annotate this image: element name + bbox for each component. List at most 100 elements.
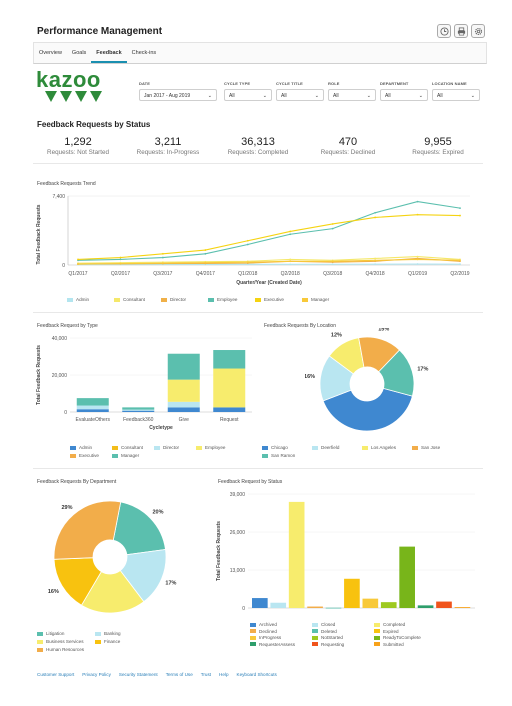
legend-label: Litigation: [46, 631, 65, 636]
data-point-employee: [246, 243, 249, 246]
legend-item-consultant[interactable]: Consultant: [112, 445, 143, 450]
legend-item-litigation[interactable]: Litigation: [37, 631, 64, 636]
stat-caption: Requests: Declined: [320, 149, 376, 156]
footer-link-trust[interactable]: Trust: [200, 672, 212, 677]
slice-chicago: [322, 387, 413, 432]
footer-link-terms-of-use[interactable]: Terms of Use: [165, 672, 193, 677]
footer-link-customer-support[interactable]: Customer Support: [37, 672, 75, 677]
bar-segment-director: [122, 409, 155, 411]
legend-item-executive[interactable]: Executive: [255, 297, 284, 302]
legend-item-san-jose[interactable]: San Jose: [412, 445, 440, 450]
header-actions: [437, 24, 485, 38]
legend-item-consultant[interactable]: Consultant: [114, 297, 145, 302]
tab-feedback[interactable]: Feedback: [91, 43, 127, 63]
legend-label: Director: [163, 445, 180, 450]
filter-label: CYCLE TITLE: [276, 81, 303, 86]
stat-caption: Requests: In-Progress: [136, 149, 200, 156]
legend-label: InProgress: [259, 635, 282, 640]
filter-value: All: [229, 93, 235, 99]
data-point-manager: [459, 259, 461, 262]
legend-item-notstarted[interactable]: NotStarted: [312, 635, 343, 640]
gear-icon[interactable]: [471, 24, 485, 38]
data-point-admin: [331, 263, 334, 266]
legend-item-inprogress[interactable]: InProgress: [250, 635, 281, 640]
chart-title-department: Feedback Requests By Department: [37, 479, 117, 485]
legend-item-archived[interactable]: Archived: [250, 622, 277, 627]
footer-link-security-statement[interactable]: Security Statement: [118, 672, 158, 677]
legend-swatch: [208, 297, 214, 302]
legend-label: Archived: [259, 622, 277, 627]
x-tick-label: Q4/2018: [366, 271, 385, 277]
legend-item-executive[interactable]: Executive: [70, 453, 99, 458]
legend-swatch: [114, 297, 120, 302]
x-tick-label: Q2/2018: [281, 271, 300, 277]
legend-item-san-ramon[interactable]: San Ramon: [262, 453, 295, 458]
filter-cycle-type: CYCLE TYPE All ⌄: [224, 81, 272, 101]
legend-item-director[interactable]: Director: [154, 445, 179, 450]
department-select[interactable]: All ⌄: [380, 89, 428, 101]
cycle-title-select[interactable]: All ⌄: [276, 89, 324, 101]
legend-item-readytocomplete[interactable]: ReadyToComplete: [374, 635, 421, 640]
legend-item-manager[interactable]: Manager: [302, 297, 329, 302]
tab-goals[interactable]: Goals: [71, 50, 87, 56]
legend-swatch: [374, 622, 380, 627]
legend-item-employee[interactable]: Employee: [208, 297, 237, 302]
legend-label: Director: [170, 297, 187, 302]
slice-san-ramon: [378, 349, 415, 397]
legend-item-chicago[interactable]: Chicago: [262, 445, 288, 450]
legend-item-deleted[interactable]: Deleted: [312, 629, 337, 634]
cycle-type-select[interactable]: All ⌄: [224, 89, 272, 101]
legend-item-manager[interactable]: Manager: [112, 453, 139, 458]
series-line-executive: [77, 214, 461, 260]
data-point-executive: [459, 214, 461, 217]
legend-item-employee[interactable]: Employee: [196, 445, 225, 450]
stat-value: 9,955: [424, 136, 452, 148]
clock-icon[interactable]: [437, 24, 451, 38]
legend-label: Executive: [79, 453, 99, 458]
legend-item-admin[interactable]: Admin: [67, 297, 89, 302]
legend-item-los-angeles[interactable]: Los Angeles: [362, 445, 396, 450]
legend-item-declined[interactable]: Declined: [250, 629, 277, 634]
legend-item-deerfield[interactable]: Deerfield: [312, 445, 339, 450]
chart-title-location: Feedback Requests By Location: [264, 323, 336, 329]
data-point-manager: [161, 262, 164, 265]
x-tick-label: EvaluateOthers: [76, 417, 111, 423]
print-icon[interactable]: [454, 24, 468, 38]
tab-check-ins[interactable]: Check-ins: [131, 50, 157, 56]
legend-swatch: [154, 445, 160, 450]
role-select[interactable]: All ⌄: [328, 89, 376, 101]
legend-item-finance[interactable]: Finance: [95, 639, 120, 644]
filter-cycle-title: CYCLE TITLE All ⌄: [276, 81, 324, 101]
tab-overview[interactable]: Overview: [39, 50, 62, 56]
legend-item-director[interactable]: Director: [161, 297, 186, 302]
data-point-manager: [204, 261, 207, 264]
legend-item-requesterassess[interactable]: RequesterAssess: [250, 642, 295, 647]
series-line-consultant: [77, 256, 461, 264]
slice-label-finance: 16%: [48, 589, 59, 595]
stat-caption: Requests: Not Started: [47, 149, 109, 156]
data-point-employee: [459, 207, 461, 210]
legend-item-admin[interactable]: Admin: [70, 445, 92, 450]
bar-declined: [307, 606, 323, 608]
legend-item-banking[interactable]: Banking: [95, 631, 121, 636]
date-select[interactable]: Jan 2017 - Aug 2019 ⌄: [139, 89, 217, 101]
legend-item-requesting[interactable]: Requesting: [312, 642, 344, 647]
section-title: Feedback Requests by Status: [37, 120, 151, 129]
legend-item-expired[interactable]: Expired: [374, 629, 399, 634]
legend-item-human-resources[interactable]: Human Resources: [37, 647, 84, 652]
legend-item-business-services[interactable]: Business Services: [37, 639, 84, 644]
location-select[interactable]: All ⌄: [432, 89, 480, 101]
data-point-employee: [289, 233, 292, 236]
legend-item-submitted[interactable]: Submitted: [374, 642, 404, 647]
legend-item-closed[interactable]: Closed: [312, 622, 335, 627]
slice-litigation: [112, 501, 166, 556]
x-tick-label: Feedback360: [123, 417, 154, 423]
footer-link-keyboard-shortcuts[interactable]: Keyboard Shortcuts: [236, 672, 277, 677]
legend-item-completed[interactable]: Completed: [374, 622, 405, 627]
chevron-down-icon: ⌄: [262, 93, 267, 99]
legend-label: San Jose: [421, 445, 441, 450]
footer-link-help[interactable]: Help: [219, 672, 229, 677]
footer-link-privacy-policy[interactable]: Privacy Policy: [82, 672, 111, 677]
data-point-employee: [161, 256, 164, 259]
filter-label: DATE: [139, 81, 150, 86]
